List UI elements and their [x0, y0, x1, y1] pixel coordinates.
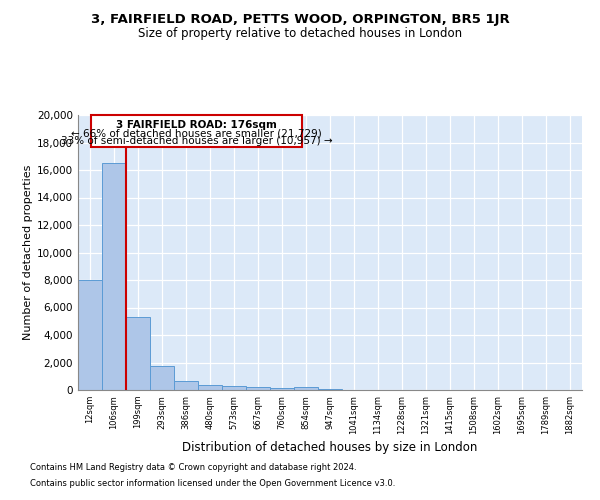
Bar [294, 387, 318, 390]
Bar [78, 280, 102, 390]
Bar [222, 386, 246, 390]
Text: 33% of semi-detached houses are larger (10,957) →: 33% of semi-detached houses are larger (… [61, 136, 332, 146]
Y-axis label: Number of detached properties: Number of detached properties [23, 165, 33, 340]
Text: 3 FAIRFIELD ROAD: 176sqm: 3 FAIRFIELD ROAD: 176sqm [116, 120, 277, 130]
Bar [246, 387, 270, 390]
Bar [198, 385, 222, 390]
Bar [102, 163, 126, 390]
Text: Contains public sector information licensed under the Open Government Licence v3: Contains public sector information licen… [30, 479, 395, 488]
Text: ← 66% of detached houses are smaller (21,729): ← 66% of detached houses are smaller (21… [71, 128, 322, 138]
Bar [174, 381, 198, 390]
Text: Contains HM Land Registry data © Crown copyright and database right 2024.: Contains HM Land Registry data © Crown c… [30, 462, 356, 471]
Bar [270, 388, 294, 390]
Text: 3, FAIRFIELD ROAD, PETTS WOOD, ORPINGTON, BR5 1JR: 3, FAIRFIELD ROAD, PETTS WOOD, ORPINGTON… [91, 12, 509, 26]
X-axis label: Distribution of detached houses by size in London: Distribution of detached houses by size … [182, 441, 478, 454]
Bar [126, 317, 150, 390]
Bar [150, 366, 174, 390]
Text: Size of property relative to detached houses in London: Size of property relative to detached ho… [138, 28, 462, 40]
FancyBboxPatch shape [91, 115, 302, 146]
